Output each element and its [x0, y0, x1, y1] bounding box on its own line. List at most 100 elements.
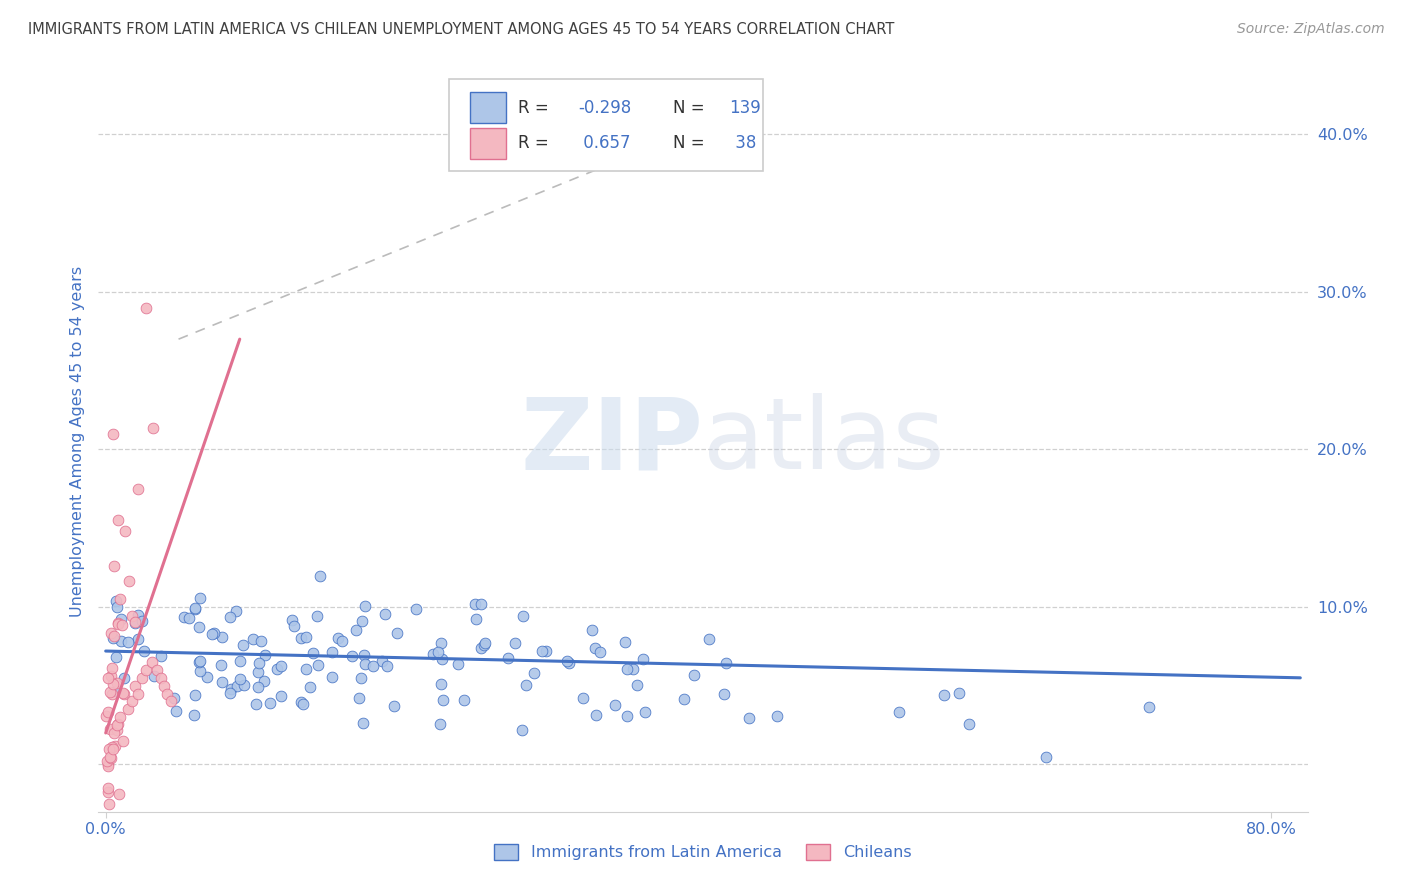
Point [350, 671, 373, 685]
Point [294, 662, 316, 676]
Point [117, 702, 139, 716]
Point [344, 623, 367, 637]
Point [512, 608, 534, 623]
Point [127, 607, 149, 622]
Point [165, 704, 187, 718]
Point [105, 594, 128, 608]
Point [616, 662, 638, 676]
Point [1137, 700, 1160, 714]
Point [112, 734, 135, 748]
Point [697, 632, 720, 646]
Point [153, 679, 176, 693]
Point [112, 671, 135, 685]
Point [100, 722, 122, 736]
Point [354, 657, 377, 671]
Text: IMMIGRANTS FROM LATIN AMERICA VS CHILEAN UNEMPLOYMENT AMONG AGES 45 TO 54 YEARS : IMMIGRANTS FROM LATIN AMERICA VS CHILEAN… [28, 22, 894, 37]
Point [107, 513, 129, 527]
Point [96, 754, 118, 768]
Point [107, 617, 129, 632]
Point [292, 697, 315, 711]
Point [738, 710, 761, 724]
Point [111, 686, 134, 700]
Point [353, 648, 375, 663]
Point [97, 756, 120, 771]
Point [124, 679, 146, 693]
Point [280, 613, 302, 627]
Point [295, 631, 318, 645]
FancyBboxPatch shape [470, 92, 506, 123]
Point [405, 602, 427, 616]
Point [228, 672, 250, 686]
Point [426, 645, 449, 659]
Point [225, 604, 247, 618]
Point [131, 671, 153, 685]
Text: N =: N = [672, 99, 710, 117]
Point [101, 426, 124, 441]
Point [465, 612, 488, 626]
Point [150, 648, 173, 663]
Point [103, 559, 125, 574]
Point [326, 631, 349, 645]
Text: Source: ZipAtlas.com: Source: ZipAtlas.com [1237, 22, 1385, 37]
Point [283, 619, 305, 633]
Point [96, 709, 118, 723]
Point [308, 569, 330, 583]
Point [117, 635, 139, 649]
Point [353, 599, 375, 614]
Point [626, 678, 648, 692]
Point [103, 676, 125, 690]
Point [515, 678, 537, 692]
Point [270, 689, 292, 703]
Point [382, 698, 405, 713]
Point [135, 301, 157, 315]
Point [253, 673, 276, 688]
Text: atlas: atlas [703, 393, 945, 490]
Point [347, 690, 370, 705]
Point [352, 715, 374, 730]
Point [104, 739, 127, 753]
Point [302, 646, 325, 660]
Point [105, 599, 128, 614]
Point [188, 619, 211, 633]
Point [132, 644, 155, 658]
Point [233, 678, 256, 692]
Point [98, 797, 121, 811]
Point [321, 645, 343, 659]
Text: R =: R = [517, 134, 554, 153]
Point [522, 666, 544, 681]
Point [127, 482, 149, 496]
Point [188, 654, 211, 668]
Point [242, 632, 264, 647]
Point [141, 655, 163, 669]
Point [470, 597, 492, 611]
Legend: Immigrants from Latin America, Chileans: Immigrants from Latin America, Chileans [488, 838, 918, 867]
Point [245, 697, 267, 711]
Point [583, 640, 606, 655]
Point [188, 591, 211, 605]
Point [572, 690, 595, 705]
Text: 139: 139 [730, 99, 762, 117]
Point [127, 632, 149, 646]
Point [226, 679, 249, 693]
Point [290, 631, 312, 645]
Point [713, 687, 735, 701]
Text: N =: N = [672, 134, 710, 153]
Point [202, 626, 225, 640]
Point [97, 741, 120, 756]
Point [219, 686, 242, 700]
Point [375, 659, 398, 673]
Text: ZIP: ZIP [520, 393, 703, 490]
Point [714, 656, 737, 670]
Point [247, 680, 270, 694]
Point [105, 676, 128, 690]
Point [589, 645, 612, 659]
Y-axis label: Unemployment Among Ages 45 to 54 years: Unemployment Among Ages 45 to 54 years [69, 266, 84, 617]
Point [142, 421, 165, 435]
Point [387, 626, 409, 640]
Point [111, 617, 134, 632]
Point [101, 739, 124, 754]
Point [765, 708, 787, 723]
Point [105, 684, 128, 698]
Point [948, 685, 970, 699]
Point [531, 644, 554, 658]
